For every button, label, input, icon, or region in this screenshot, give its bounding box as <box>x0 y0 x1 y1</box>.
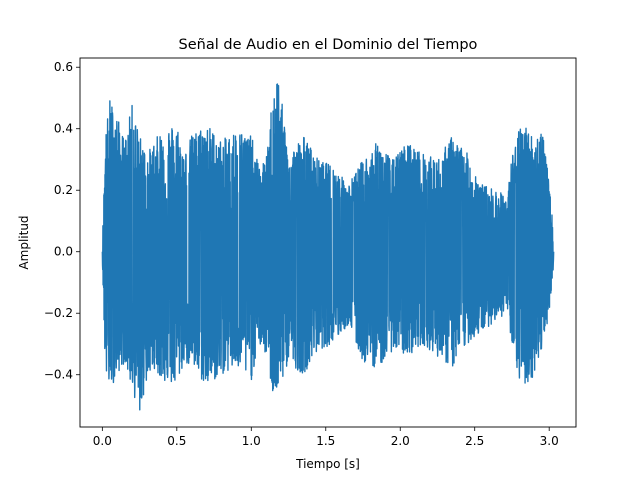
x-tick-label: 2.0 <box>391 434 410 448</box>
chart-title: Señal de Audio en el Dominio del Tiempo <box>179 37 478 53</box>
signal-series <box>101 83 555 411</box>
y-tick-label: 0.0 <box>54 245 73 259</box>
y-tick-label: 0.4 <box>54 122 73 136</box>
x-axis: 0.0 0.5 1.0 1.5 2.0 2.5 3.0 <box>93 427 559 448</box>
y-tick-label: −0.2 <box>44 306 73 320</box>
plot-area <box>79 57 577 428</box>
y-tick-label: 0.6 <box>54 60 73 74</box>
y-axis: −0.4 −0.2 0.0 0.2 0.4 0.6 <box>44 60 80 382</box>
y-tick-label: 0.2 <box>54 183 73 197</box>
audio-waveform-line <box>101 83 555 411</box>
x-tick-label: 3.0 <box>540 434 559 448</box>
x-tick-label: 0.5 <box>167 434 186 448</box>
x-tick-label: 1.0 <box>242 434 261 448</box>
plot-frame <box>79 57 577 428</box>
y-tick-label: −0.4 <box>44 368 73 382</box>
y-axis-label: Amplitud <box>17 215 31 269</box>
x-tick-label: 2.5 <box>465 434 484 448</box>
x-tick-label: 0.0 <box>93 434 112 448</box>
x-tick-label: 1.5 <box>316 434 335 448</box>
x-axis-label: Tiempo [s] <box>295 457 360 471</box>
